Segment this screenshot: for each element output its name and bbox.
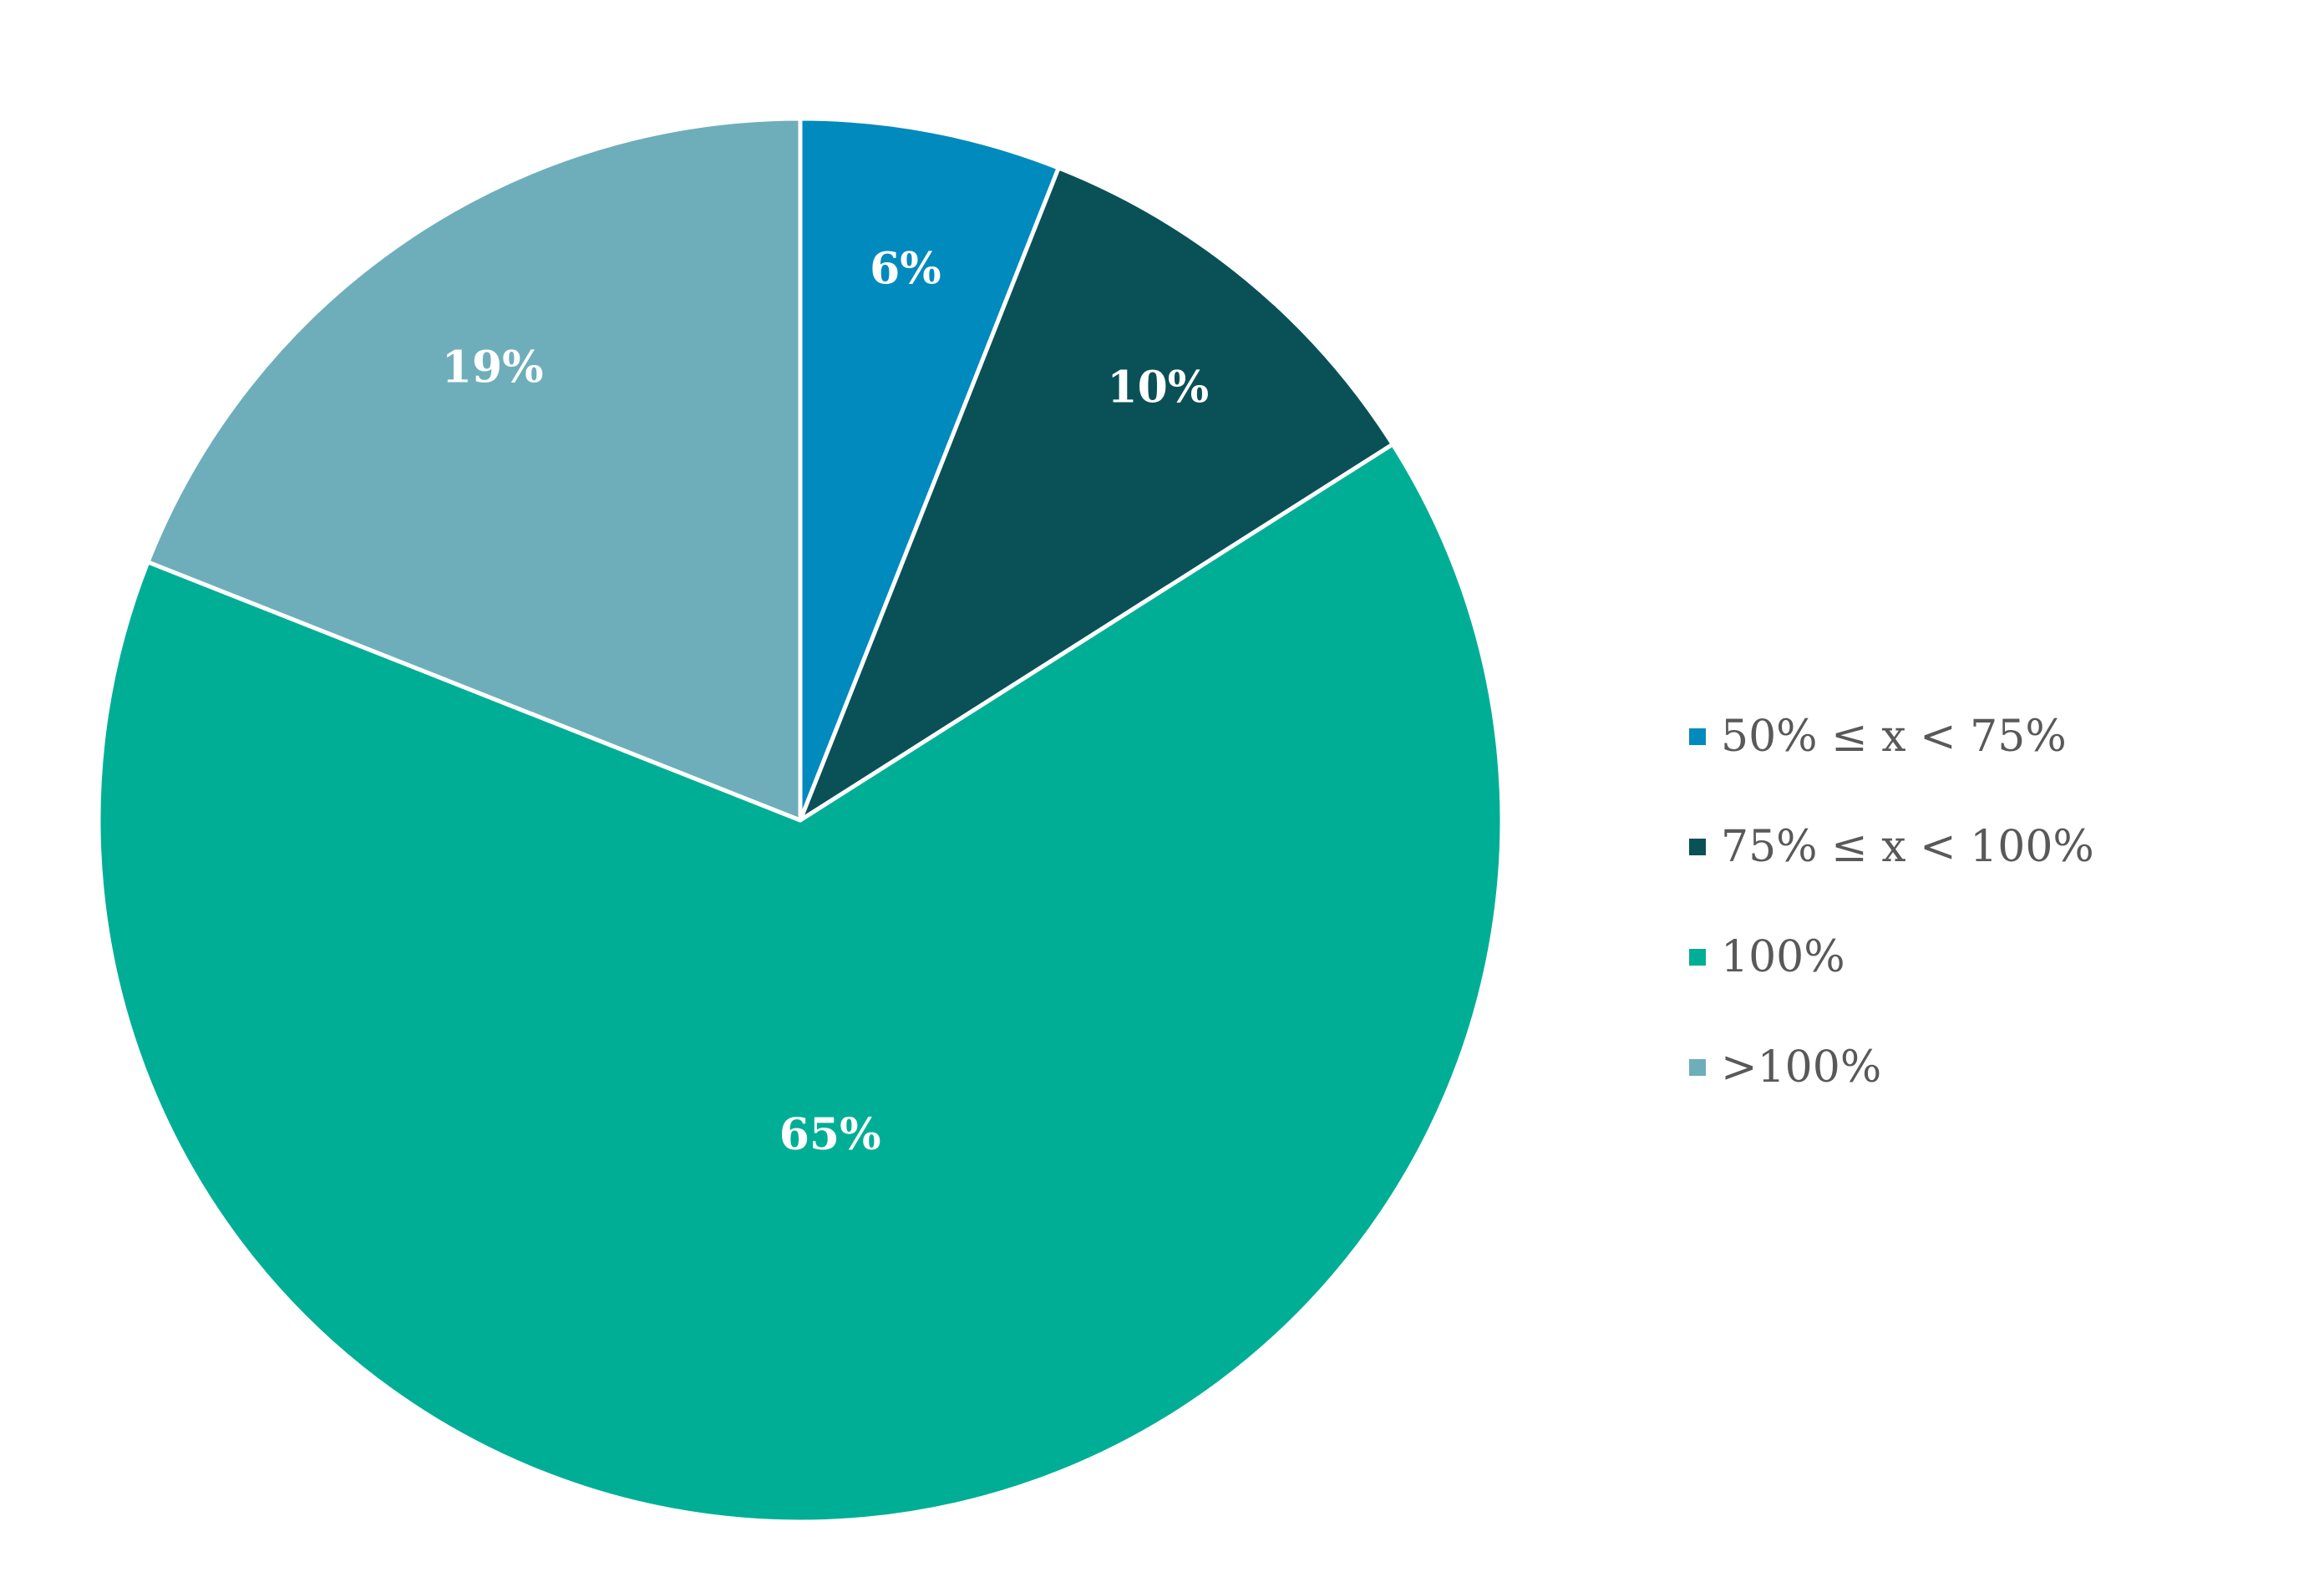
- pie-slices: [96, 116, 1505, 1524]
- legend: 50% ≤ x < 75% 75% ≤ x < 100% 100% >100%: [1689, 712, 2094, 1093]
- data-label-2: 10%: [1107, 363, 1209, 413]
- legend-item-2: 75% ≤ x < 100%: [1689, 822, 2094, 872]
- data-label-3: 65%: [779, 1109, 881, 1160]
- legend-swatch-2: [1689, 839, 1706, 855]
- pie-slice-4: [145, 116, 803, 823]
- legend-label-2: 75% ≤ x < 100%: [1721, 822, 2094, 872]
- legend-swatch-4: [1689, 1059, 1706, 1076]
- legend-label-1: 50% ≤ x < 75%: [1721, 712, 2067, 762]
- data-label-1: 6%: [870, 243, 941, 294]
- data-label-4: 19%: [442, 342, 544, 393]
- legend-swatch-3: [1689, 949, 1706, 966]
- legend-item-1: 50% ≤ x < 75%: [1689, 712, 2067, 762]
- legend-label-3: 100%: [1721, 932, 1845, 982]
- pie-slice-2: [798, 165, 1395, 823]
- pie-slice-3: [96, 442, 1505, 1524]
- legend-item-4: >100%: [1689, 1042, 1881, 1093]
- pie-slice-1: [798, 116, 1061, 823]
- pie-data-labels: 6% 10% 65% 19%: [442, 243, 1209, 1159]
- legend-label-4: >100%: [1721, 1042, 1881, 1093]
- legend-item-3: 100%: [1689, 932, 1845, 982]
- legend-swatch-1: [1689, 728, 1706, 745]
